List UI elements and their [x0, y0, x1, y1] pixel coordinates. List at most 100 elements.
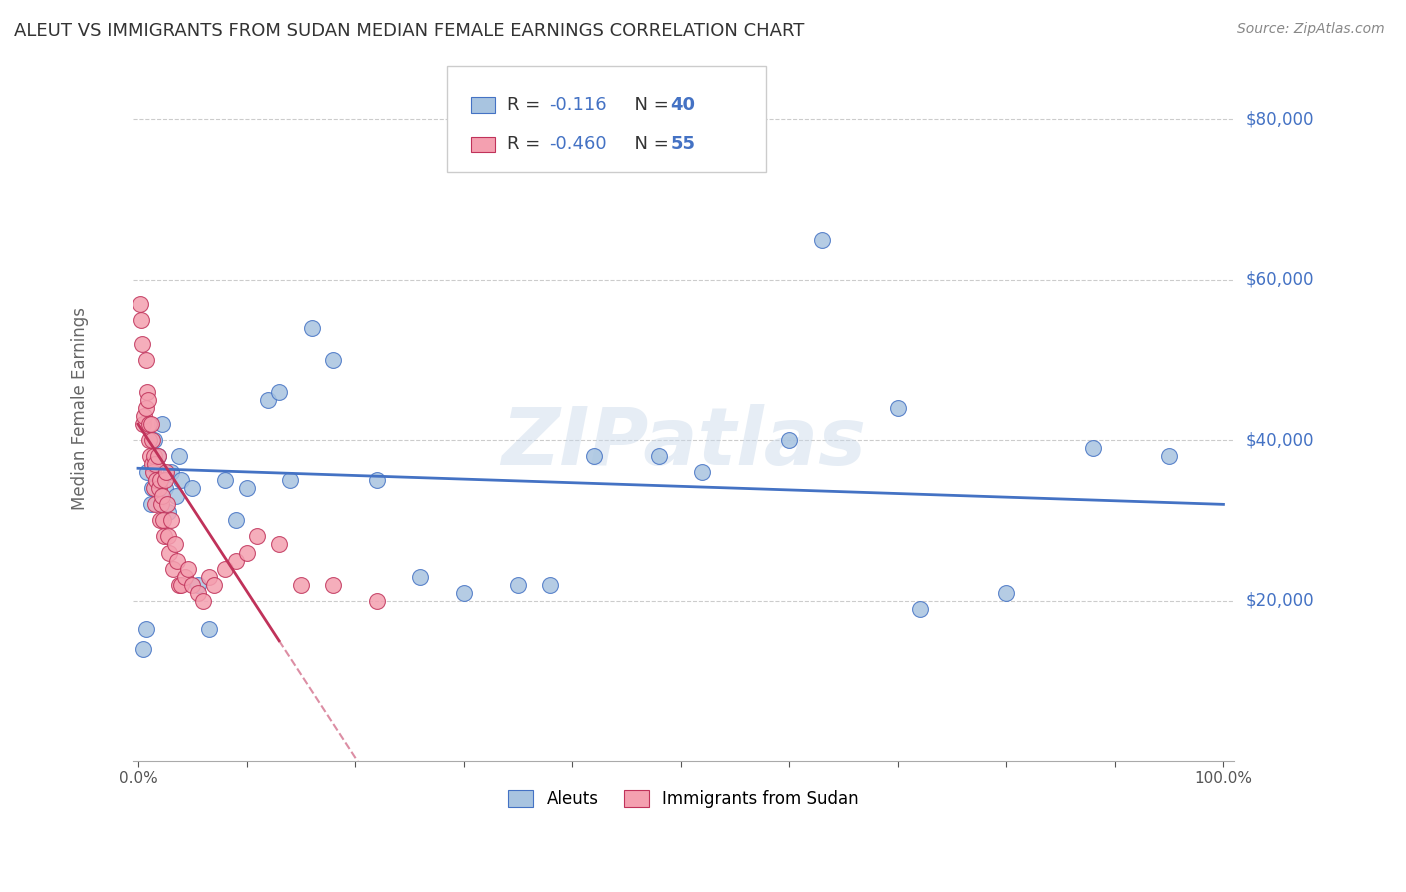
Point: [166, 553, 188, 567]
Text: 40: 40: [671, 96, 695, 114]
Text: $60,000: $60,000: [1246, 271, 1313, 289]
Text: 55: 55: [671, 136, 695, 153]
Point: [141, 433, 163, 447]
Point: [778, 433, 800, 447]
Point: [146, 449, 169, 463]
Point: [995, 585, 1018, 599]
Point: [181, 481, 204, 495]
Point: [153, 473, 176, 487]
Point: [157, 529, 180, 543]
Point: [129, 297, 152, 311]
Text: -0.460: -0.460: [548, 136, 606, 153]
Point: [153, 529, 176, 543]
Text: $80,000: $80,000: [1246, 111, 1313, 128]
Point: [235, 545, 257, 559]
Point: [149, 497, 172, 511]
Point: [177, 561, 200, 575]
Point: [267, 385, 290, 400]
Point: [197, 622, 219, 636]
Point: [173, 569, 195, 583]
Point: [197, 569, 219, 583]
Point: [159, 545, 181, 559]
Point: [202, 577, 225, 591]
Point: [159, 513, 181, 527]
Point: [366, 473, 388, 487]
Point: [143, 481, 166, 495]
Point: [135, 465, 157, 479]
Point: [150, 489, 173, 503]
Point: [135, 385, 157, 400]
Text: ZIPatlas: ZIPatlas: [501, 404, 866, 483]
Point: [322, 577, 344, 591]
Point: [138, 417, 160, 432]
Point: [214, 561, 236, 575]
Point: [257, 393, 280, 408]
Point: [1083, 441, 1105, 455]
Text: N =: N =: [623, 96, 675, 114]
Point: [540, 577, 562, 591]
Text: $40,000: $40,000: [1246, 431, 1313, 450]
Point: [811, 233, 834, 247]
Point: [141, 457, 163, 471]
Point: [135, 401, 157, 416]
Text: -0.116: -0.116: [548, 96, 606, 114]
Point: [167, 449, 190, 463]
Point: [366, 593, 388, 607]
Point: [187, 585, 209, 599]
Point: [153, 481, 176, 495]
Point: [453, 585, 475, 599]
Point: [143, 497, 166, 511]
Point: [187, 577, 209, 591]
Point: [225, 513, 247, 527]
Point: [139, 497, 162, 511]
Point: [132, 417, 155, 432]
Point: [143, 433, 166, 447]
Point: [131, 337, 153, 351]
Point: [409, 569, 432, 583]
Point: [143, 449, 166, 463]
Point: [214, 473, 236, 487]
Point: [322, 353, 344, 368]
Point: [145, 473, 167, 487]
Legend: Aleuts, Immigrants from Sudan: Aleuts, Immigrants from Sudan: [501, 781, 868, 816]
Point: [167, 577, 190, 591]
Point: [134, 409, 156, 424]
FancyBboxPatch shape: [447, 66, 766, 171]
Point: [142, 465, 165, 479]
Point: [143, 457, 166, 471]
Point: [235, 481, 257, 495]
Point: [156, 497, 179, 511]
Point: [246, 529, 269, 543]
Point: [582, 449, 605, 463]
Point: [301, 321, 323, 335]
Point: [135, 622, 157, 636]
Text: N =: N =: [623, 136, 675, 153]
Point: [132, 641, 155, 656]
Point: [152, 513, 174, 527]
Point: [267, 537, 290, 551]
Point: [129, 313, 152, 327]
Text: Median Female Earnings: Median Female Earnings: [70, 307, 89, 509]
Point: [157, 505, 180, 519]
Point: [155, 465, 177, 479]
Point: [908, 601, 931, 615]
Point: [887, 401, 910, 416]
Point: [146, 449, 169, 463]
Point: [692, 465, 714, 479]
FancyBboxPatch shape: [471, 136, 495, 153]
Text: Source: ZipAtlas.com: Source: ZipAtlas.com: [1237, 22, 1385, 37]
Text: R =: R =: [508, 136, 546, 153]
Point: [165, 489, 187, 503]
Point: [191, 593, 214, 607]
Point: [225, 553, 247, 567]
Point: [139, 417, 162, 432]
Point: [135, 353, 157, 368]
Text: $20,000: $20,000: [1246, 591, 1313, 609]
Point: [138, 433, 160, 447]
Point: [149, 473, 172, 487]
Text: R =: R =: [508, 96, 546, 114]
Point: [136, 393, 159, 408]
Point: [141, 481, 163, 495]
Point: [163, 537, 186, 551]
Point: [162, 561, 184, 575]
